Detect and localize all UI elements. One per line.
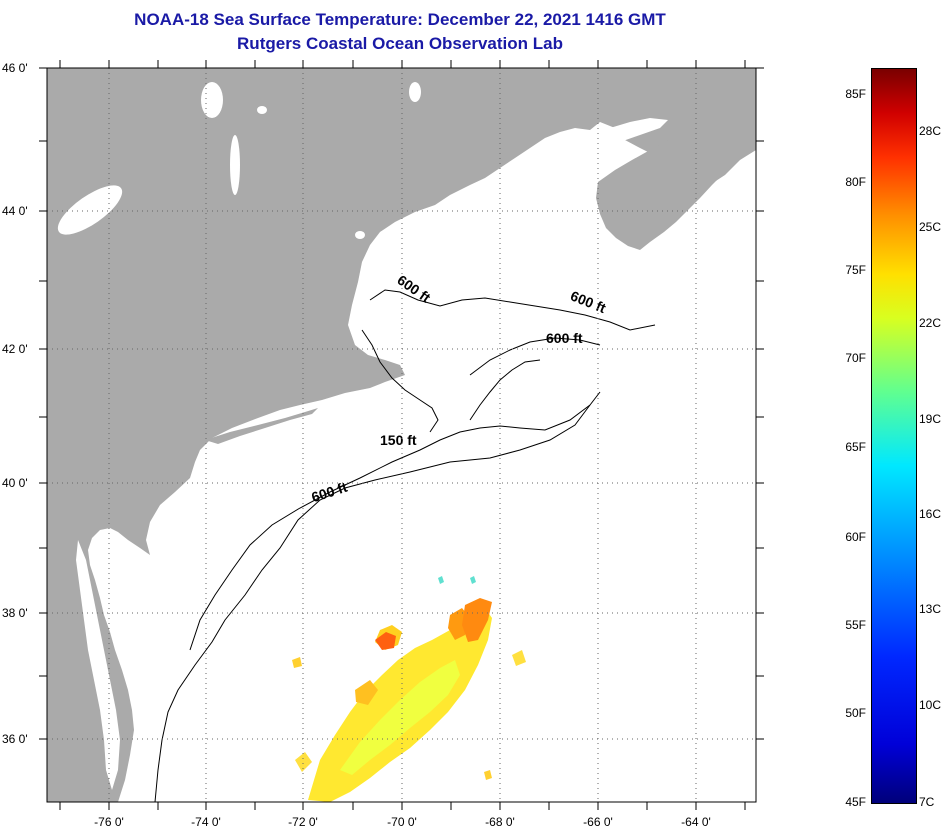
nova-scotia [596,110,745,250]
contour-coast-inner [361,329,439,433]
chart-title: NOAA-18 Sea Surface Temperature: Decembe… [134,10,666,29]
lat-label: 46 0' [2,61,28,75]
axis-ticks [39,60,764,810]
colorbar-c-label: 22C [919,316,942,330]
lon-label: -68 0' [485,815,515,829]
lon-label: -76 0' [94,815,124,829]
bathymetry-contours [154,289,656,802]
colorbar-c-label: 28C [919,124,942,138]
contour-gom-600ft [369,289,656,331]
contour-600ft-shelf [154,391,601,802]
lake [257,106,267,114]
graticule [47,68,756,802]
contour-nes-600ft [469,337,601,376]
colorbar-c-label: 7C [919,795,935,809]
lat-label: 38 0' [2,606,28,620]
bay-of-fundy [588,118,668,158]
colorbar-c-label: 19C [919,412,942,426]
colorbar-c-label: 10C [919,698,942,712]
lon-label: -66 0' [583,815,613,829]
colorbar-f-label: 45F [845,795,866,809]
contour-label: 600 ft [546,330,583,346]
lon-label: -74 0' [191,815,221,829]
land-mainland [47,68,756,802]
lat-label: 44 0' [2,204,28,218]
lat-label: 40 0' [2,476,28,490]
contour-georges [469,359,541,421]
colorbar-f-label: 65F [845,440,866,454]
colorbar-f-label: 85F [845,87,866,101]
colorbar-f-label: 75F [845,263,866,277]
colorbar-f-label: 80F [845,175,866,189]
sst-data-patches [292,576,526,802]
colorbar-f-label: 60F [845,530,866,544]
lon-label: -64 0' [681,815,711,829]
colorbar-c-label: 16C [919,507,942,521]
lon-label: -70 0' [387,815,417,829]
contour-150ft [189,404,591,651]
colorbar-f-label: 50F [845,706,866,720]
contour-label: 150 ft [380,432,417,448]
colorbar-c-label: 25C [919,220,942,234]
colorbar-f-label: 70F [845,351,866,365]
chesapeake-bay [76,540,120,790]
lon-label: -72 0' [288,815,318,829]
lat-label: 36 0' [2,732,28,746]
chart-subtitle: Rutgers Coastal Ocean Observation Lab [237,34,563,53]
delaware-bay [120,535,140,575]
lat-label: 42 0' [2,342,28,356]
colorbar-f-label: 55F [845,618,866,632]
lake-ontario [57,185,123,235]
lake [551,152,559,158]
lake-champlain [230,135,240,195]
lake [355,231,365,239]
lake [409,82,421,102]
long-island [205,408,318,444]
lake [201,82,223,118]
temperature-colorbar [871,68,917,804]
colorbar-c-label: 13C [919,602,942,616]
